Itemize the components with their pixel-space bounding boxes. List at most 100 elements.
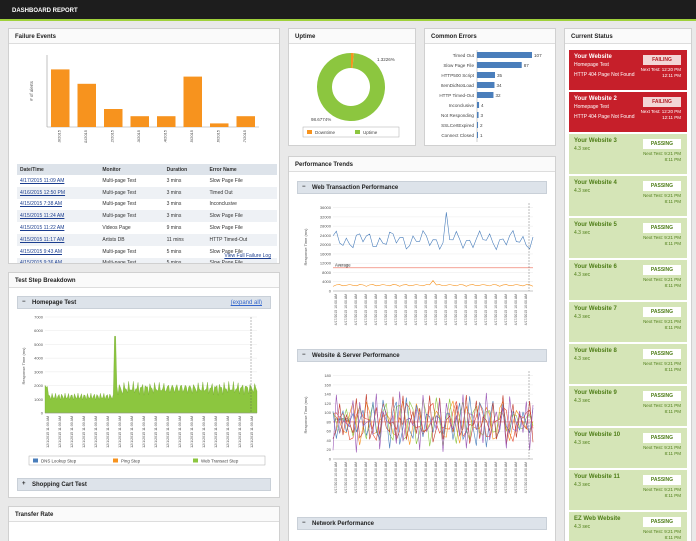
collapse-icon[interactable]: − [302,520,306,526]
collapse-icon[interactable]: − [302,352,306,358]
homepage-test-header[interactable]: − Homepage Test (expand all) [17,296,271,309]
status-card[interactable]: Your Website 2 Homepage Test HTTP 404 Page… [569,92,687,132]
last-test-time: 8:11 PM [664,535,681,541]
x-tick-label: 4/17/2015 10:00 AM [334,294,338,325]
expand-all-link[interactable]: (expand all) [230,300,262,306]
event-date-link[interactable]: 4/16/2015 12:50 PM [17,186,100,199]
status-card[interactable]: Your Website 8 4.3 sec PASSING Next Test: 9… [569,344,687,384]
x-tick-label: 12/1/2015 11:00 AM [202,416,206,448]
status-card[interactable]: Your Website 7 4.3 sec PASSING Next Test: 9… [569,302,687,342]
next-test-info: Next Test: 9:21 PM 8:11 PM [643,277,681,290]
next-test-info: Next Test: 9:21 PM 8:11 PM [643,445,681,458]
table-cell: Multi-page Test [102,177,137,184]
web-transact-area [44,336,258,414]
event-date-link[interactable]: 4/15/2015 9:36 AM [17,257,100,263]
status-site-name: Your Website 3 [574,138,617,144]
legend-swatch [193,458,198,463]
common-errors-title: Common Errors [425,29,555,44]
table-row: 4/15/2015 9:36 AM Multi-page Test 5 mins Sl… [17,257,277,263]
event-date-link[interactable]: 4/15/2015 11:24 AM [17,210,100,223]
website-server-header[interactable]: − Website & Server Performance [297,349,547,362]
event-date-link[interactable]: 4/17/2015 11:09 AM [20,177,65,184]
status-subtitle: Homepage Test [574,62,609,68]
status-card[interactable]: Your Website 6 4.3 sec PASSING Next Test: 9… [569,260,687,300]
app-title: DASHBOARD REPORT [12,8,78,14]
column-header: Monitor [99,164,164,175]
status-card[interactable]: Your Website 4 4.3 sec PASSING Next Test: 9… [569,176,687,216]
next-test-info: Next Test: 9:21 PM 8:11 PM [643,361,681,374]
next-test-label: Next Test: 9:21 PM [643,235,681,240]
event-date-link[interactable]: 4/15/2015 9:43 AM [20,248,62,255]
next-test-label: Next Test: 12:20 PM [640,109,681,114]
website-server-label: Website & Server Performance [312,353,400,359]
x-tick-label: 4/17/2015 10:00 AM [514,294,518,325]
y-axis-label: Response Time (ms) [21,347,26,385]
table-cell: Slow Page File [206,257,277,263]
last-test-time: 8:11 PM [664,367,681,373]
x-tick-label: 4/17/2015 10:00 AM [504,294,508,325]
web-transaction-label: Web Transaction Performance [312,185,399,191]
failing-badge: FAILING [643,97,681,107]
table-cell: Multi-page Test [102,201,137,208]
x-tick-label: 4/17/2015 10:00 AM [424,294,428,325]
average-label: Average [335,262,351,267]
web-transaction-header[interactable]: − Web Transaction Performance [297,181,547,194]
series-line [332,397,534,447]
bar [477,52,532,58]
y-axis-label: Response Time (ms) [303,228,308,266]
x-tick-label: 4/16/2015 [215,129,220,143]
next-test-info: Next Test: 9:21 PM 8:11 PM [643,403,681,416]
expand-icon[interactable]: + [22,481,26,487]
status-site-name: Your Website 10 [574,432,621,438]
next-test-info: Next Test: 9:21 PM 8:11 PM [643,487,681,500]
network-performance-header[interactable]: − Network Performance [297,517,547,530]
x-tick-label: 4/17/2015 10:00 AM [444,294,448,325]
status-card[interactable]: Your Website 11 4.3 sec PASSING Next Test: … [569,470,687,510]
status-card[interactable]: Your Website 3 4.3 sec PASSING Next Test: 9… [569,134,687,174]
status-card[interactable]: Your Website 9 4.3 sec PASSING Next Test: 9… [569,386,687,426]
passing-badge: PASSING [643,307,681,317]
x-tick-label: 4/17/2015 10:00 AM [354,462,358,493]
x-tick-label: 4/17/2015 10:00 AM [374,294,378,325]
status-subtitle: 4.3 sec [574,272,591,278]
donut-slice [351,53,354,69]
bar [477,92,494,98]
next-test-info: Next Test: 12:20 PM 12:11 PM [641,109,681,122]
table-cell: 9 mins [166,225,182,232]
event-date-link[interactable]: 4/15/2015 7:38 AM [20,201,62,208]
collapse-icon[interactable]: − [22,299,26,305]
status-card[interactable]: Your Website 5 4.3 sec PASSING Next Test: 9… [569,218,687,258]
view-failure-log-link[interactable]: View Full Failure Log [224,253,271,259]
x-tick-label: 4/17/2015 10:00 AM [394,294,398,325]
table-cell: 3 mins [163,186,207,199]
x-tick-label: 12/1/2015 11:00 AM [250,416,254,448]
status-card[interactable]: Your Website 10 4.3 sec PASSING Next Test: … [569,428,687,468]
table-cell: Artists DB [99,233,164,246]
x-tick-label: 4/17/2015 10:00 AM [414,294,418,325]
shopping-cart-header[interactable]: + Shopping Cart Test [17,478,271,491]
y-tick-label: 180 [324,373,331,378]
category-label: HTTP Timed-Out [439,93,474,98]
current-status-panel: Current Status Your Website Homepage Test… [564,28,692,541]
collapse-icon[interactable]: − [302,184,306,190]
y-tick-label: 0 [41,411,44,416]
event-date-link[interactable]: 4/15/2015 11:22 AM [20,225,65,232]
bar [210,123,229,127]
y-tick-label: 32000 [320,214,332,219]
status-site-name: Your Website 8 [574,348,617,354]
bar [477,122,479,128]
passing-badge: PASSING [643,265,681,275]
bar-value-label: 3 [481,113,484,118]
table-row: 4/15/2015 11:24 AM Multi-page Test 3 mins S… [17,210,277,223]
status-card[interactable]: Your Website Homepage Test HTTP 404 Page N… [569,50,687,90]
table-cell: 5 mins [166,248,182,255]
x-tick-label: 4/17/2015 10:00 AM [454,462,458,493]
next-test-label: Next Test: 9:21 PM [643,445,681,450]
table-cell: Multi-page Test [99,186,164,199]
status-card[interactable]: EZ Web Website 4.3 sec PASSING Next Test: 9… [569,512,687,541]
bar-value-label: 2 [480,123,483,128]
x-tick-label: 4/17/2015 10:00 AM [354,294,358,325]
legend-label: DNS Lookup Step [41,459,77,464]
event-date-link[interactable]: 4/15/2015 11:17 AM [17,233,100,246]
series-line [332,396,534,449]
